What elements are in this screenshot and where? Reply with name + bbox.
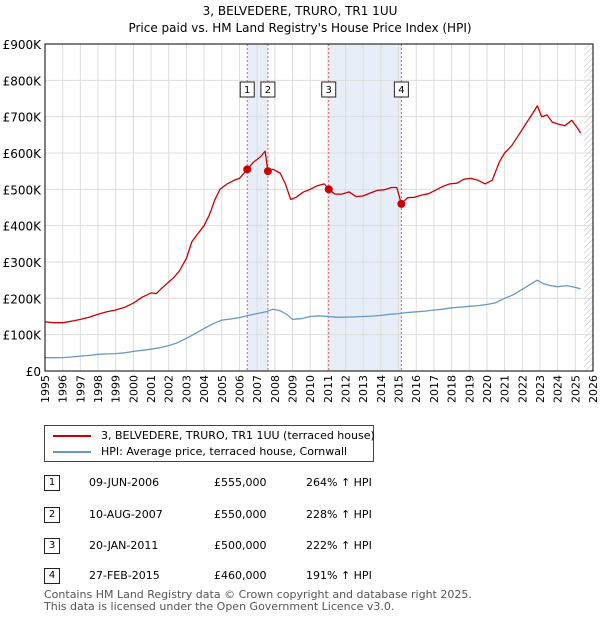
x-tick-label: 2012 <box>340 375 353 403</box>
legend: 3, BELVEDERE, TRURO, TR1 1UU (terraced h… <box>44 425 375 462</box>
marker-label: 1 <box>244 85 250 96</box>
y-tick-label: £300K <box>3 256 43 270</box>
transaction-markers: 1 2 3 4 <box>239 81 409 98</box>
chart-title: 3, BELVEDERE, TRURO, TR1 1UU <box>203 4 398 18</box>
legend-label-hpi: HPI: Average price, terraced house, Corn… <box>101 445 348 458</box>
transaction-number: 2 <box>44 507 60 523</box>
x-tick-label: 2005 <box>216 375 229 403</box>
x-tick-label: 1998 <box>92 375 105 403</box>
x-tick-label: 2000 <box>127 375 140 403</box>
x-axis-ticks: 1995 1996 1997 1998 1999 2000 2001 2002 2003 2004… <box>39 375 600 403</box>
transaction-point <box>324 185 333 194</box>
transaction-number: 3 <box>44 538 60 554</box>
transaction-number: 1 <box>44 475 60 491</box>
transaction-hpi: 222% ↑ HPI <box>306 539 372 552</box>
x-tick-label: 2004 <box>198 375 211 403</box>
price-chart: 3, BELVEDERE, TRURO, TR1 1UU Price paid … <box>3 4 600 403</box>
transaction-price: £500,000 <box>214 539 267 552</box>
marker-box <box>239 81 255 98</box>
x-tick-label: 2010 <box>304 375 317 403</box>
transaction-date: 10-AUG-2007 <box>89 508 163 521</box>
x-tick-label: 2013 <box>357 375 370 403</box>
footer: Contains HM Land Registry data © Crown c… <box>44 589 472 613</box>
x-tick-label: 2001 <box>145 375 158 403</box>
forecast-hatch <box>584 44 593 371</box>
grid-lines <box>44 43 594 372</box>
transaction-hpi: 191% ↑ HPI <box>306 569 372 582</box>
y-tick-label: £500K <box>3 183 43 197</box>
series-line <box>44 279 581 359</box>
y-tick-label: £0 <box>26 365 41 379</box>
transaction-point <box>397 199 406 208</box>
marker-box <box>393 81 409 98</box>
x-tick-label: 2025 <box>569 375 582 403</box>
transaction-point <box>243 165 252 174</box>
x-tick-label: 2018 <box>446 375 459 403</box>
x-tick-label: 2007 <box>251 375 264 403</box>
x-tick-label: 2017 <box>428 375 441 403</box>
chart-subtitle: Price paid vs. HM Land Registry's House … <box>128 21 471 35</box>
y-tick-label: £200K <box>3 292 43 306</box>
transaction-price: £555,000 <box>214 476 267 489</box>
y-tick-label: £600K <box>3 147 43 161</box>
x-tick-label: 2002 <box>163 375 176 403</box>
transaction-hpi: 228% ↑ HPI <box>306 508 372 521</box>
transaction-date: 20-JAN-2011 <box>89 539 159 552</box>
y-tick-label: £900K <box>3 38 43 52</box>
x-tick-label: 2015 <box>393 375 406 403</box>
transaction-point <box>263 167 272 176</box>
marker-box <box>260 81 276 98</box>
transaction-row: 1 09-JUN-2006 £555,000 264% ↑ HPI <box>44 475 464 495</box>
x-tick-label: 2016 <box>410 375 423 403</box>
marker-label: 4 <box>398 85 404 96</box>
y-tick-label: £700K <box>3 111 43 125</box>
x-tick-label: 2026 <box>587 375 600 403</box>
x-tick-label: 1999 <box>110 375 123 403</box>
footer-copyright: Contains HM Land Registry data © Crown c… <box>44 588 472 601</box>
x-tick-label: 1996 <box>57 375 70 403</box>
plot-border <box>44 43 594 372</box>
x-tick-label: 2008 <box>269 375 282 403</box>
y-tick-label: £100K <box>3 329 43 343</box>
transaction-row: 2 10-AUG-2007 £550,000 228% ↑ HPI <box>44 507 464 527</box>
marker-label: 2 <box>265 85 271 96</box>
x-tick-label: 2019 <box>463 375 476 403</box>
x-tick-label: 1995 <box>39 375 52 403</box>
transaction-row: 3 20-JAN-2011 £500,000 222% ↑ HPI <box>44 538 464 558</box>
shaded-periods <box>247 44 593 371</box>
y-tick-label: £800K <box>3 74 43 88</box>
footer-licence: This data is licensed under the Open Gov… <box>44 600 395 613</box>
legend-line-red <box>53 435 91 437</box>
marker-box <box>321 81 337 98</box>
transaction-price: £550,000 <box>214 508 267 521</box>
x-tick-label: 2003 <box>180 375 193 403</box>
shaded-period <box>328 44 402 371</box>
x-tick-label: 2020 <box>481 375 494 403</box>
transaction-date: 09-JUN-2006 <box>89 476 160 489</box>
x-tick-label: 2023 <box>534 375 547 403</box>
x-tick-label: 2022 <box>516 375 529 403</box>
x-tick-label: 1997 <box>74 375 87 403</box>
x-tick-label: 2014 <box>375 375 388 403</box>
marker-label: 3 <box>326 85 332 96</box>
transaction-number: 4 <box>44 568 60 584</box>
y-tick-label: £400K <box>3 220 43 234</box>
series-lines <box>44 105 582 359</box>
x-tick-label: 2009 <box>286 375 299 403</box>
transaction-date: 27-FEB-2015 <box>89 569 160 582</box>
legend-label-property: 3, BELVEDERE, TRURO, TR1 1UU (terraced h… <box>101 429 375 442</box>
transaction-points <box>243 165 406 208</box>
x-tick-label: 2021 <box>499 375 512 403</box>
y-axis-ticks: £0 £100K £200K £300K £400K £500K £600K £700K £80… <box>3 38 43 379</box>
x-tick-label: 2024 <box>552 375 565 403</box>
transaction-price: £460,000 <box>214 569 267 582</box>
series-line <box>44 105 582 324</box>
legend-line-blue <box>53 451 91 453</box>
x-tick-label: 2011 <box>322 375 335 403</box>
transaction-row: 4 27-FEB-2015 £460,000 191% ↑ HPI <box>44 568 464 588</box>
x-tick-label: 2006 <box>233 375 246 403</box>
transaction-hpi: 264% ↑ HPI <box>306 476 372 489</box>
